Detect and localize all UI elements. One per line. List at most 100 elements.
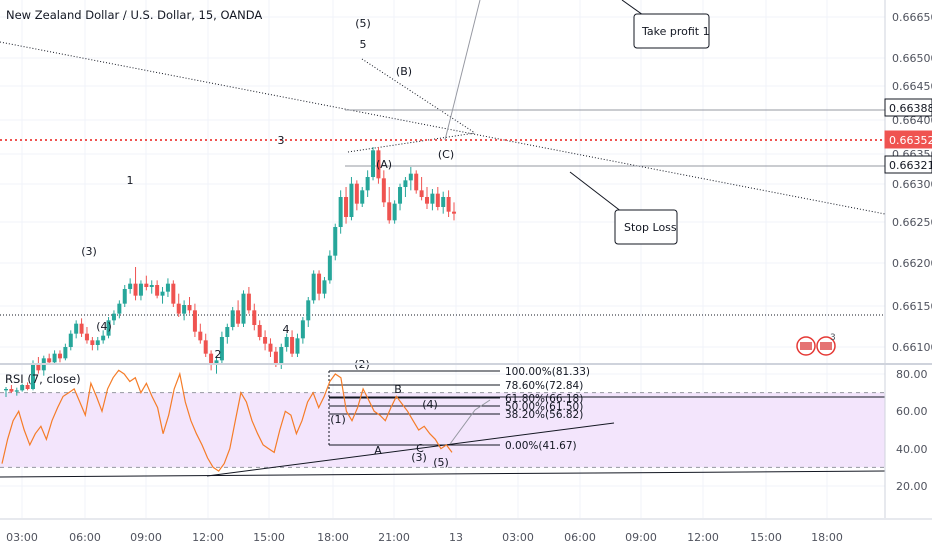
candle-body — [214, 360, 219, 365]
candle-body — [144, 283, 149, 287]
candle-body — [425, 197, 430, 204]
x-tick-label: 18:00 — [811, 531, 843, 544]
rsi-series — [1, 369, 453, 472]
svg-text:0.66321: 0.66321 — [889, 159, 932, 172]
drawing-tools[interactable]: 100.00%(81.33) 78.60%(72.84)61.80%(66.18)… — [0, 0, 886, 478]
candle-body — [295, 338, 300, 354]
candle-body — [30, 363, 35, 389]
rsi-wave-label: (1) — [330, 413, 346, 426]
wave-label: 4 — [283, 323, 290, 336]
candle-body — [95, 340, 100, 345]
candle-body — [52, 353, 57, 363]
candle-body — [187, 305, 192, 311]
candle-body — [20, 385, 25, 391]
rsi-trendline[interactable] — [206, 422, 615, 477]
candle-body — [155, 285, 160, 296]
price-tag-take-profit: 0.66388 — [884, 98, 932, 117]
candle-body — [284, 337, 289, 347]
x-tick-label: 15:00 — [253, 531, 285, 544]
candle-body — [128, 283, 133, 289]
candle-body — [333, 227, 338, 256]
x-tick-label: 18:00 — [317, 531, 349, 544]
fib-label: 50.00%(61.50) — [505, 401, 583, 413]
candle-body — [57, 353, 62, 359]
candle-body — [101, 335, 106, 341]
candle-body — [365, 177, 370, 191]
x-tick-label: 06:00 — [564, 531, 596, 544]
wave-labels: (5)5(B)3(A)(C)1(3)(4)24(2)B(1)(4)A C(3) (5… — [81, 17, 454, 469]
candle-body — [408, 173, 413, 181]
rsi-bottom-line[interactable] — [0, 470, 886, 478]
candle-body — [74, 323, 79, 334]
take-profit-label: Take profit 1 — [641, 25, 710, 38]
candle-body — [47, 358, 52, 363]
x-tick-label: 03:00 — [502, 531, 534, 544]
candle-body — [311, 273, 316, 301]
candle-body — [138, 283, 143, 296]
rsi-wave-label: C — [416, 442, 424, 455]
triangle-upper[interactable] — [361, 58, 476, 134]
rsi-title: RSI (7, close) — [5, 372, 81, 386]
candle-body — [36, 363, 41, 371]
candle-body — [376, 150, 381, 179]
target-arrow[interactable] — [444, 0, 481, 141]
candle-body — [263, 337, 268, 344]
stop-loss-callout[interactable]: Stop Loss — [569, 171, 678, 245]
candle-body — [322, 280, 327, 294]
rsi-band-fill — [0, 392, 885, 468]
candle-body — [236, 310, 241, 324]
svg-text:3: 3 — [830, 333, 836, 343]
rsi-wave-label: (5) — [433, 456, 449, 469]
price-tag-stop-loss: 0.66321 — [884, 155, 932, 174]
candle-body — [419, 190, 424, 197]
candle-body — [171, 283, 176, 304]
candle-body — [106, 320, 111, 336]
x-tick-label: 03:00 — [6, 531, 38, 544]
candle-body — [63, 347, 68, 359]
candle-body — [446, 197, 451, 212]
wave-label: (C) — [438, 148, 454, 161]
flag-icons[interactable]: 3 — [796, 333, 836, 356]
rsi-wave-label: (3) — [411, 451, 427, 464]
y-tick-label: 0.66100 — [892, 341, 932, 354]
candle-body — [387, 202, 392, 221]
candle-body — [300, 320, 305, 339]
rsi-wave-label: B — [394, 383, 402, 396]
candle-body — [452, 211, 456, 214]
candle-body — [414, 173, 419, 191]
fib-label: 0.00%(41.67) — [505, 440, 577, 452]
candle-body — [79, 323, 84, 334]
candle-body — [257, 325, 262, 337]
candle-body — [338, 197, 343, 227]
candle-body — [176, 303, 181, 314]
rsi-wave-projection[interactable] — [449, 399, 491, 445]
candle-body — [225, 327, 230, 337]
triangle-lower[interactable] — [347, 132, 476, 153]
fib-label: 100.00%(81.33) — [505, 366, 590, 378]
candle-body — [133, 283, 138, 296]
candle-body — [403, 180, 408, 187]
take-profit-callout[interactable]: Take profit 1 — [621, 0, 710, 49]
candle-body — [317, 273, 322, 294]
candle-body — [392, 203, 397, 221]
candle-body — [241, 293, 246, 324]
candle-body — [381, 178, 386, 203]
candle-body — [198, 331, 203, 341]
x-tick-label: 09:00 — [130, 531, 162, 544]
candle-body — [209, 353, 214, 365]
candle-body — [230, 310, 235, 327]
wave-label: (5) — [355, 17, 371, 30]
candle-body — [160, 291, 165, 296]
x-tick-label: 12:00 — [687, 531, 719, 544]
wave-label: (3) — [81, 245, 97, 258]
long-trendline[interactable] — [0, 41, 886, 215]
chart-title: New Zealand Dollar / U.S. Dollar, 15, OA… — [6, 8, 262, 22]
candle-body — [246, 293, 251, 311]
